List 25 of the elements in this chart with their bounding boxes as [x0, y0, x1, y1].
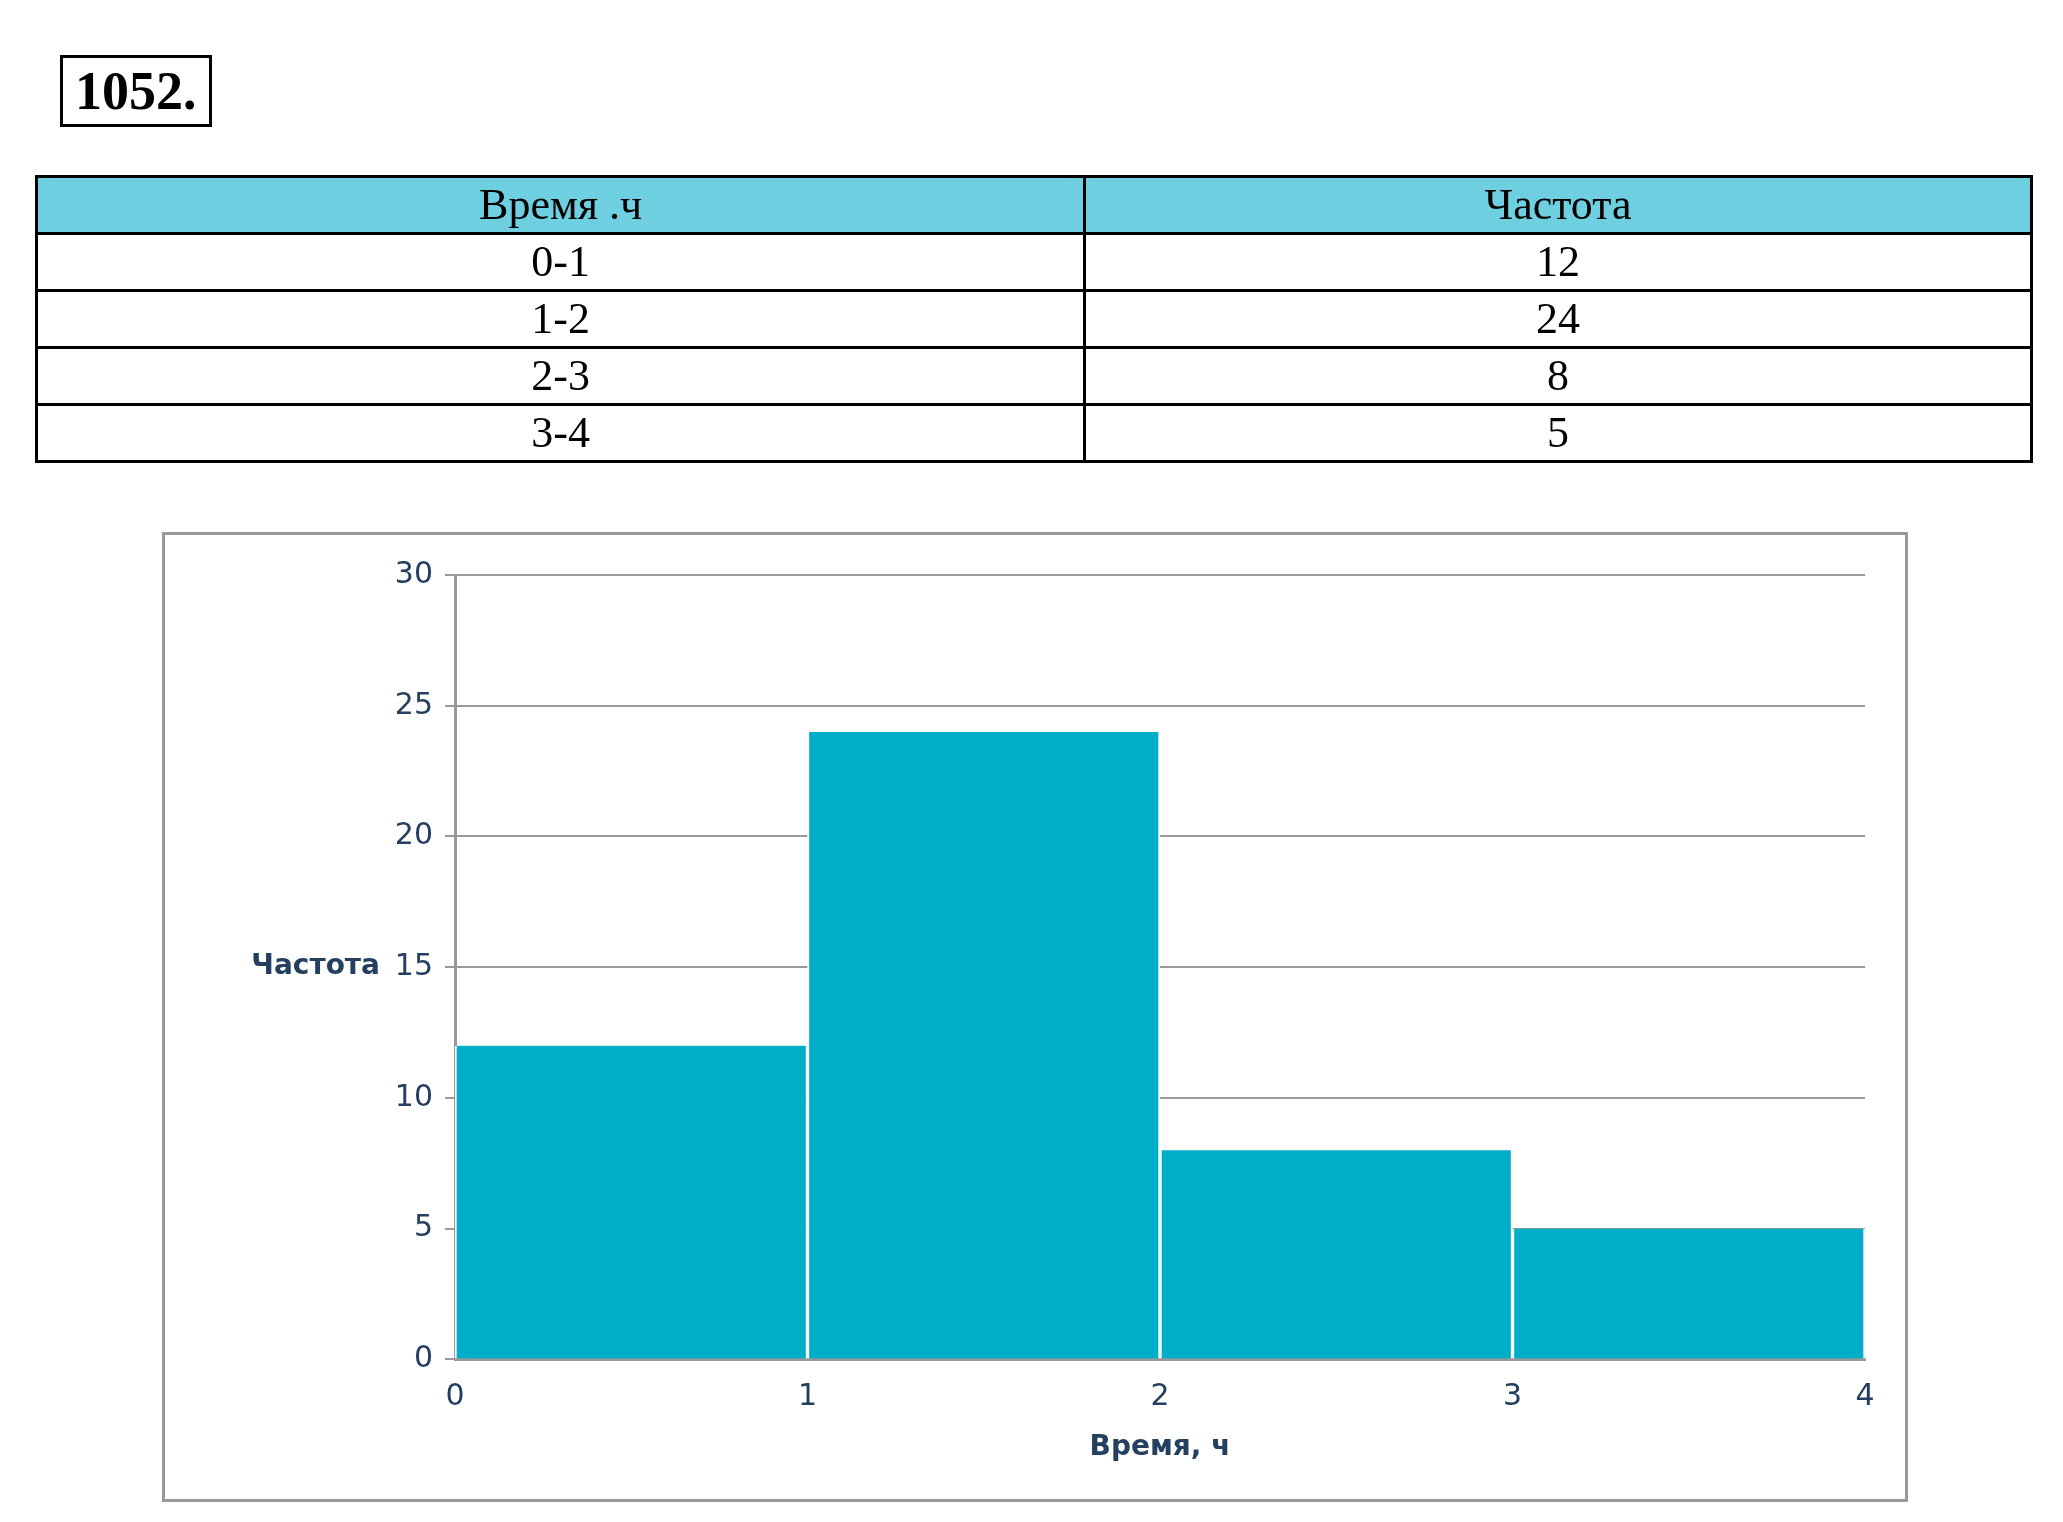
x-tick-label: 1 [797, 1377, 818, 1413]
y-axis-title: Частота [251, 948, 380, 982]
text: 8 [1084, 347, 2032, 405]
text: 0-1 [36, 233, 1085, 291]
text: Частота [1084, 176, 2032, 234]
text: 24 [1084, 290, 2032, 348]
x-axis-title: Время, ч [1089, 1429, 1231, 1463]
y-tick-label: 15 [394, 947, 433, 982]
text: 12 [1084, 233, 2032, 291]
y-tick-label: 0 [413, 1339, 433, 1375]
y-tick-label: 25 [394, 685, 433, 721]
y-tick-label: 10 [394, 1077, 433, 1113]
chart-title: 1052. [60, 55, 212, 127]
x-tick-label: 2 [1150, 1377, 1170, 1413]
text: 5 [1084, 404, 2032, 462]
text: Время .ч [36, 176, 1085, 234]
x-tick-label: 3 [1502, 1377, 1523, 1413]
x-tick-label: 0 [445, 1377, 465, 1413]
x-tick-label: 4 [1855, 1377, 1875, 1413]
text: 2-3 [36, 347, 1085, 405]
y-tick-label: 20 [394, 816, 433, 852]
text: 3-4 [36, 404, 1085, 462]
text: 1-2 [36, 290, 1085, 348]
y-tick-label: 30 [394, 554, 433, 590]
y-tick-label: 5 [413, 1208, 433, 1244]
